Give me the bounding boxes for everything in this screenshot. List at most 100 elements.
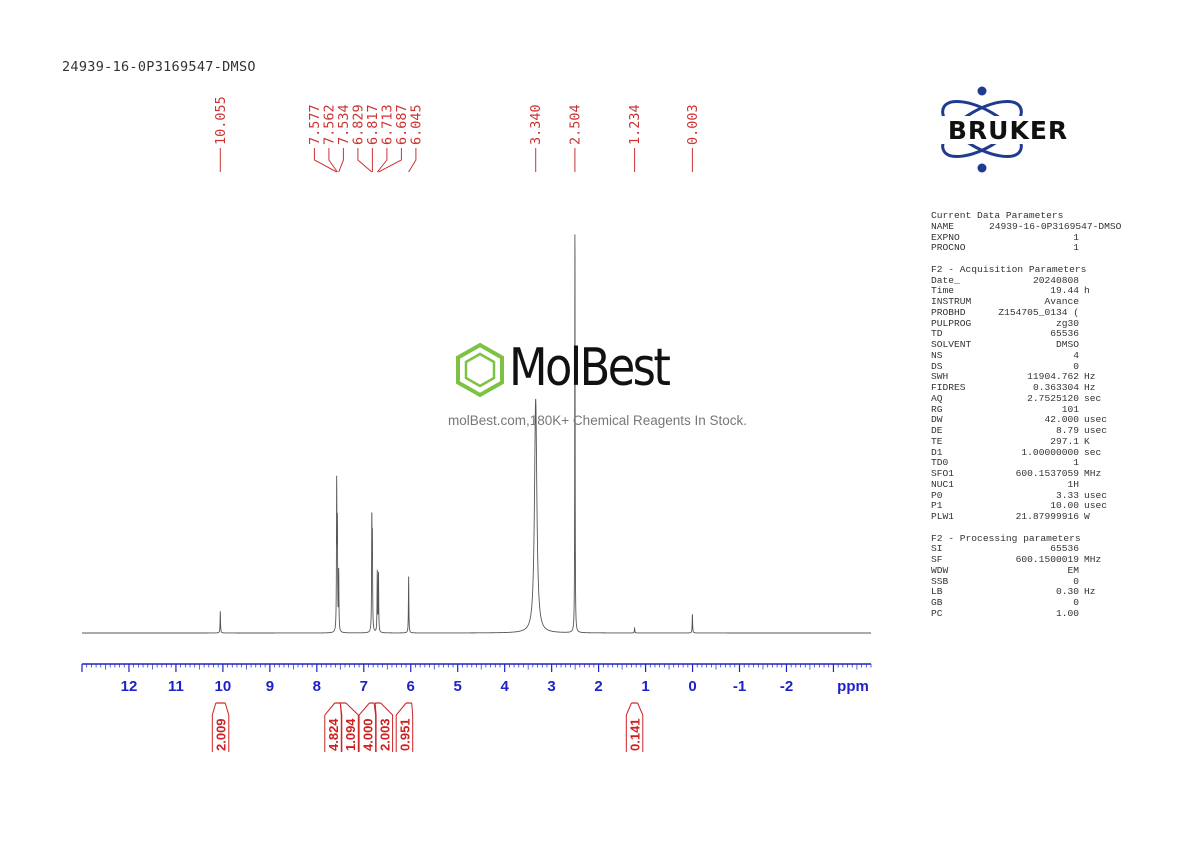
peak-label: 7.562 <box>321 104 337 145</box>
param-unit: Hz <box>1084 382 1096 393</box>
peak-connector <box>328 148 338 173</box>
param-value: 4 <box>1073 349 1079 361</box>
axis-tick-label: 6 <box>407 678 415 695</box>
param-key: DS <box>931 360 943 372</box>
axis-tick-label: 2 <box>594 678 602 695</box>
param-key: Date_ <box>931 274 960 286</box>
axis-tick-label: 8 <box>313 678 321 695</box>
param-value: 600.1500019 <box>1015 554 1079 565</box>
param-value: 600.1537059 <box>1015 468 1079 479</box>
param-row: Date_ 20240808 <box>931 274 1121 287</box>
peak-connector <box>313 148 337 173</box>
param-key: DW <box>931 414 943 426</box>
axis-tick-label: 4 <box>501 678 510 695</box>
param-unit: Hz <box>1084 586 1096 598</box>
param-unit: W <box>1084 511 1090 522</box>
param-row: NS 4 <box>931 349 1121 362</box>
peak-label: 7.577 <box>307 104 323 145</box>
peak-label: 3.340 <box>528 104 544 145</box>
param-row: PULPROG zg30 <box>931 318 1121 330</box>
param-row: RG 101 <box>931 403 1121 416</box>
bruker-atom-icon: BRUKER <box>924 86 1092 173</box>
param-key: P1 <box>931 500 943 512</box>
param-row: PROBHD Z154705_0134 ( <box>931 307 1121 319</box>
param-row: Time 19.44 h <box>931 285 1121 297</box>
bruker-brand-text: BRUKER <box>948 116 1068 145</box>
integral-bracket-right <box>345 702 359 752</box>
peak-label: 0.003 <box>685 104 701 145</box>
param-value: 21.87999916 <box>1015 511 1079 522</box>
param-unit: usec <box>1084 500 1108 512</box>
param-value: 0.363304 <box>1032 382 1079 393</box>
param-unit: Hz <box>1084 371 1096 383</box>
param-value: 0 <box>1073 575 1079 587</box>
integral-value: 2.003 <box>377 718 392 751</box>
integral-value: 1.094 <box>343 718 358 751</box>
param-row: P0 3.33 usec <box>931 489 1121 502</box>
param-section-title: Current Data Parameters <box>931 210 1064 221</box>
param-row: SWH 11904.762 Hz <box>931 371 1121 383</box>
param-unit: MHz <box>1084 554 1102 565</box>
param-unit: h <box>1084 285 1090 297</box>
param-key: RG <box>931 403 943 415</box>
param-section-title: F2 - Acquisition Parameters <box>931 263 1087 275</box>
param-row: DS 0 <box>931 360 1121 373</box>
integral-layer: 2.009 4.824 1.094 4.000 2.003 0.951 0.141 <box>211 702 644 752</box>
param-value: EM <box>1067 564 1079 576</box>
param-unit: usec <box>1084 489 1108 501</box>
param-value: 65536 <box>1050 543 1079 555</box>
benzene-ring-icon <box>456 342 504 398</box>
param-unit: MHz <box>1084 468 1102 479</box>
param-value: Avance <box>1044 296 1079 307</box>
peak-label: 7.534 <box>336 104 352 145</box>
param-row: DW 42.000 usec <box>931 414 1121 426</box>
spectrum-trace <box>82 234 871 634</box>
param-value: 1 <box>1073 242 1079 254</box>
param-value: 2.7525120 <box>1027 392 1079 404</box>
param-unit: usec <box>1084 414 1108 426</box>
param-value: 11904.762 <box>1027 371 1079 383</box>
peak-connector <box>376 148 388 173</box>
axis-tick-label: 10 <box>215 678 232 695</box>
param-row: D1 1.00000000 sec <box>931 446 1121 459</box>
integral-bracket-left <box>625 702 632 752</box>
axis-unit-label: ppm <box>837 678 869 695</box>
param-unit: K <box>1084 435 1090 447</box>
axis-tick-label: 12 <box>121 678 138 695</box>
param-key: TD0 <box>931 457 949 469</box>
param-key: AQ <box>931 392 943 404</box>
param-value: 297.1 <box>1050 435 1079 447</box>
acquisition-parameters-panel: Current Data Parameters NAME 24939-16-0P31… <box>931 210 1121 620</box>
param-key: INSTRUM <box>931 296 972 307</box>
param-value: 65536 <box>1050 328 1079 340</box>
peak-label-layer: 10.055 7.5777.5627.5346.8296.8176.7136.68… <box>213 96 701 145</box>
integral-bracket-left <box>374 702 377 752</box>
param-key: FIDRES <box>931 382 966 393</box>
axis-tick-label: 11 <box>168 678 184 695</box>
param-key: SFO1 <box>931 468 955 479</box>
param-value: 1.00 <box>1055 607 1079 619</box>
integral-bracket-left <box>395 702 407 752</box>
param-row: SFO1 600.1537059 MHz <box>931 468 1121 480</box>
peak-label: 6.829 <box>350 104 366 145</box>
axis-tick-label: -2 <box>780 678 793 695</box>
param-value: 42.000 <box>1044 414 1079 426</box>
param-key: PLW1 <box>931 511 955 522</box>
param-value: 1.00000000 <box>1021 446 1079 458</box>
peak-label: 10.055 <box>213 96 229 145</box>
param-key: GB <box>931 597 943 608</box>
integral-bracket-right <box>637 702 644 752</box>
param-key: LB <box>931 586 943 598</box>
param-value: 1H <box>1067 478 1079 490</box>
peak-connector-layer <box>219 148 693 173</box>
param-unit: sec <box>1084 392 1102 404</box>
param-value: 20240808 <box>1032 274 1079 286</box>
param-row: PC 1.00 <box>931 607 1121 620</box>
peak-label: 6.045 <box>408 104 424 145</box>
param-value: 3.33 <box>1055 489 1079 501</box>
param-row: TD0 1 <box>931 457 1121 469</box>
axis-tick-label: 0 <box>688 678 696 695</box>
axis-tick-label: 3 <box>547 678 555 695</box>
param-row: TE 297.1 K <box>931 435 1121 448</box>
peak-label: 6.687 <box>394 104 410 145</box>
